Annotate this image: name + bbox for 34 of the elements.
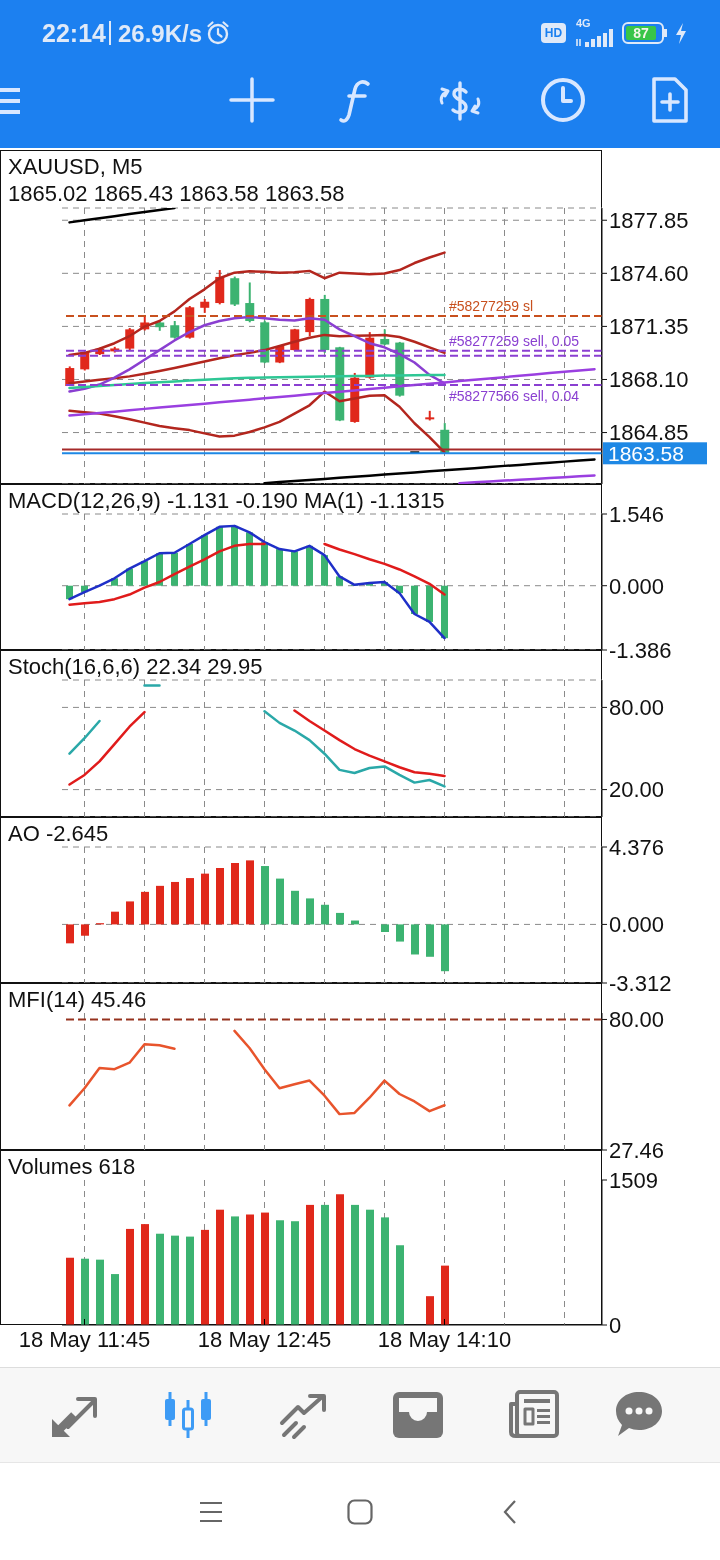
chart-subtitle: 1865.02 1865.43 1863.58 1863.58 xyxy=(8,181,345,206)
text: HD xyxy=(544,26,563,40)
y-tick-label: 1877.85 xyxy=(609,208,689,234)
ref-line-label: #58277566 sell, 0.04 xyxy=(449,388,580,405)
x-tick-label: 18 May 14:10 xyxy=(377,1327,512,1352)
ref-line-label: #58277259 sell, 0.05 xyxy=(449,332,580,349)
chart-title: MFI(14) 45.46 xyxy=(8,987,147,1012)
y-tick-label: 1.546 xyxy=(609,501,665,527)
y-tick-label: 4.376 xyxy=(609,834,665,860)
y-tick-label: -3.312 xyxy=(609,970,672,996)
x-tick-label: 18 May 11:45 xyxy=(18,1327,151,1352)
chart-title: Stoch(16,6,6) 22.34 29.95 xyxy=(8,654,263,679)
y-tick-label: 0.000 xyxy=(609,573,665,599)
x-tick-label: 18 May 12:45 xyxy=(197,1327,332,1352)
text: 26.9K/s xyxy=(118,20,203,47)
y-tick-label: 1874.60 xyxy=(609,261,689,287)
y-tick-label: 0 xyxy=(609,1312,622,1338)
chart-title: XAUUSD, M5 xyxy=(8,154,143,179)
chart-title: MACD(12,26,9) -1.131 -0.190 MA(1) -1.1315 xyxy=(8,488,445,513)
y-tick-label: 80.00 xyxy=(609,695,665,721)
ref-line-label: #58277259 sl xyxy=(449,298,534,315)
y-tick-label: 0.000 xyxy=(609,912,665,938)
text: 87 xyxy=(633,25,649,41)
text: 4G xyxy=(576,17,591,29)
chart-title: Volumes 618 xyxy=(8,1154,136,1179)
y-tick-label: 1871.35 xyxy=(609,314,689,340)
y-tick-label: -1.386 xyxy=(609,637,672,663)
y-tick-label: 20.00 xyxy=(609,777,665,803)
y-tick-label: 27.46 xyxy=(609,1137,665,1163)
y-tick-label: 80.00 xyxy=(609,1007,665,1033)
y-tick-label: 1868.10 xyxy=(609,367,689,393)
chart-title: AO -2.645 xyxy=(8,821,109,846)
text: 22:14 xyxy=(42,19,106,47)
y-tick-label: 1509 xyxy=(609,1167,658,1193)
